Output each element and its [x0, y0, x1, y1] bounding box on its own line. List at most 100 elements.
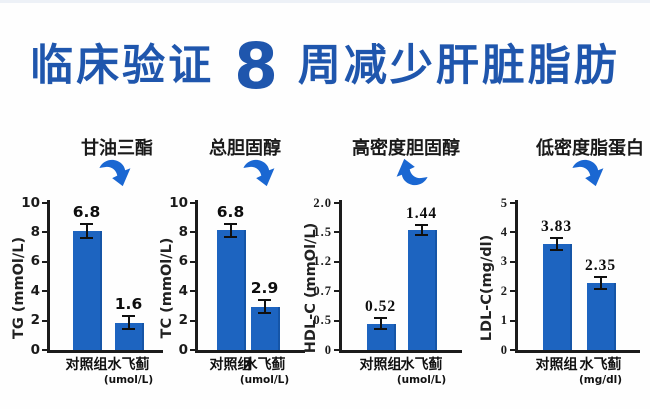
y-tick-label: 6 — [30, 253, 40, 270]
value-label: 1.44 — [405, 205, 438, 223]
y-tick-mark — [510, 319, 517, 322]
error-bar-cap — [224, 235, 237, 238]
error-bar-cap — [258, 299, 271, 302]
x-category-label: 水飞蓟 — [107, 357, 150, 373]
y-tick-mark — [334, 290, 341, 293]
top-border — [0, 0, 650, 3]
y-tick-mark — [510, 290, 517, 293]
error-bar — [555, 238, 558, 251]
y-tick-label: 6 — [178, 253, 188, 270]
y-tick-label: 2 — [500, 283, 508, 298]
y-axis-line — [515, 200, 518, 353]
y-tick-label: 3 — [500, 254, 508, 269]
error-bar-cap — [415, 224, 428, 227]
y-tick-mark — [42, 319, 49, 322]
page-title-number: 8 — [234, 29, 278, 103]
x-axis-line — [47, 350, 163, 353]
y-tick-label: 8 — [30, 223, 40, 240]
y-tick-label: 0 — [500, 342, 508, 357]
error-bar-cap — [80, 236, 93, 239]
x-category-label: 水飞蓟 — [579, 357, 622, 373]
y-tick-mark — [190, 231, 197, 234]
y-tick-label: 0 — [30, 341, 40, 358]
y-tick-label: 4 — [178, 282, 188, 299]
y-tick-mark — [334, 319, 341, 322]
y-tick-mark — [334, 349, 341, 351]
value-label: 6.8 — [72, 203, 101, 222]
page-title: 临床验证 8 周减少肝脏脂肪 — [0, 28, 650, 104]
y-tick-mark — [42, 231, 49, 234]
y-tick-mark — [190, 349, 197, 351]
y-tick-label: 2.0 — [313, 195, 332, 210]
error-bar-cap — [374, 327, 387, 330]
trend-up-icon — [396, 157, 430, 192]
value-label: 6.8 — [216, 202, 245, 221]
y-tick-mark — [42, 260, 49, 263]
x-category-label: 对照组 — [209, 357, 252, 373]
y-tick-mark — [190, 260, 197, 263]
unit-label: (umol/L) — [103, 374, 154, 386]
y-tick-label: 2 — [30, 312, 40, 329]
y-axis-line — [339, 200, 342, 353]
y-tick-mark — [510, 260, 517, 263]
x-axis-line — [195, 350, 305, 353]
y-tick-label: 1 — [500, 313, 508, 328]
error-bar — [263, 300, 266, 314]
trend-down-icon — [241, 157, 275, 192]
error-bar-cap — [258, 312, 271, 315]
x-axis-line — [339, 350, 462, 353]
y-tick-mark — [510, 349, 517, 351]
bar — [543, 244, 572, 350]
y-tick-label: 0.5 — [313, 313, 332, 328]
y-tick-mark — [190, 290, 197, 293]
value-label: 0.52 — [364, 298, 397, 316]
error-bar-cap — [550, 249, 563, 252]
error-bar-cap — [594, 276, 607, 279]
chart-title: 甘油三酯 — [81, 138, 153, 158]
y-tick-mark — [190, 319, 197, 322]
bar — [587, 283, 616, 350]
y-tick-label: 0 — [324, 342, 332, 357]
y-tick-label: 8 — [178, 223, 188, 240]
chart-title: 总胆固醇 — [209, 138, 281, 158]
x-axis-line — [515, 350, 640, 353]
unit-label: (mg/dl) — [578, 374, 622, 386]
y-tick-label: 1.5 — [313, 224, 332, 239]
y-tick-label: 10 — [21, 194, 40, 211]
page-title-prefix: 临床验证 — [30, 42, 215, 90]
x-category-label: 对照组 — [65, 357, 108, 373]
trend-down-icon — [97, 157, 131, 192]
error-bar — [85, 224, 88, 238]
y-tick-label: 4 — [30, 282, 40, 299]
trend-down-icon — [570, 157, 604, 192]
chart-title: 高密度胆固醇 — [352, 138, 460, 158]
value-label: 2.35 — [584, 257, 617, 275]
bar — [73, 230, 102, 350]
error-bar — [379, 318, 382, 329]
y-tick-label: 0.7 — [313, 283, 332, 298]
error-bar-cap — [415, 234, 428, 237]
y-tick-label: 4 — [500, 224, 508, 239]
y-tick-mark — [510, 231, 517, 234]
y-tick-label: 2 — [178, 312, 188, 329]
error-bar — [127, 316, 130, 330]
error-bar-cap — [550, 237, 563, 240]
y-tick-label: 0 — [178, 341, 188, 358]
page-title-suffix: 周减少肝脏脂肪 — [297, 42, 620, 90]
y-tick-mark — [42, 349, 49, 351]
y-axis-line — [195, 200, 198, 353]
y-tick-mark — [190, 202, 197, 204]
error-bar — [229, 223, 232, 237]
error-bar-cap — [374, 317, 387, 320]
x-category-label: 对照组 — [535, 357, 578, 373]
error-bar — [599, 277, 602, 289]
value-label: 3.83 — [540, 218, 573, 236]
y-tick-label: 5 — [500, 195, 508, 210]
y-tick-mark — [334, 202, 341, 204]
bar — [217, 230, 246, 350]
error-bar-cap — [122, 315, 135, 318]
y-tick-mark — [42, 290, 49, 293]
x-category-label: 水飞蓟 — [243, 357, 286, 373]
y-tick-label: 1.2 — [313, 254, 332, 269]
